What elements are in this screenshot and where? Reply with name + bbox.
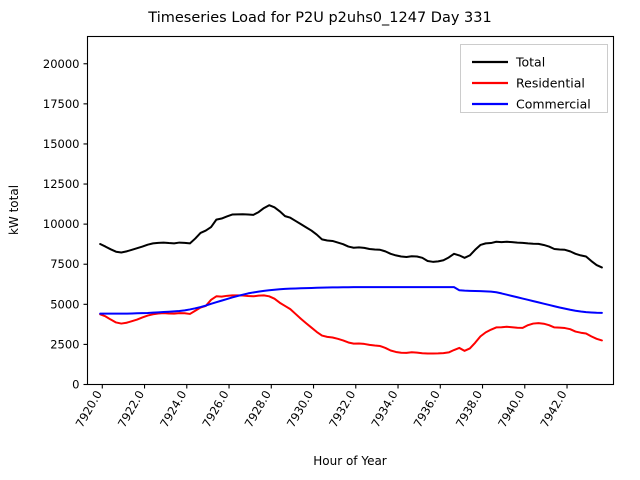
- y-axis-ticks: 0 2500 5000 7500 10000 12500 15000 17500 20000: [43, 57, 88, 392]
- legend-label-residential: Residential: [516, 76, 585, 91]
- x-tick-label: 7940.0: [495, 388, 527, 430]
- data-series-group: [99, 204, 603, 355]
- plot-frame: [86, 35, 615, 386]
- y-tick-label: 17500: [43, 97, 80, 111]
- x-tick-label: 7932.0: [326, 388, 358, 430]
- series-line-commercial: [99, 286, 603, 315]
- x-tick-label: 7922.0: [115, 388, 147, 430]
- x-tick-label: 7938.0: [453, 388, 485, 430]
- legend-box: [460, 44, 608, 113]
- x-axis-label: Hour of Year: [313, 454, 387, 468]
- x-tick-label: 7920.0: [73, 388, 105, 430]
- page-title: Timeseries Load for P2U p2uhs0_1247 Day …: [148, 10, 492, 26]
- x-tick-label: 7930.0: [284, 388, 316, 430]
- x-axis-ticks: 7920.0 7922.0 7924.0 7926.0 7928.0 7930.0 7932…: [73, 384, 570, 430]
- x-tick-label: 7934.0: [368, 388, 400, 430]
- y-tick-label: 0: [72, 378, 79, 392]
- series-line-total: [99, 204, 603, 269]
- x-tick-label: 7924.0: [157, 388, 189, 430]
- series-line-residential: [99, 294, 603, 355]
- y-axis-label: kW total: [7, 185, 21, 235]
- y-tick-label: 15000: [43, 137, 80, 151]
- legend-label-commercial: Commercial: [516, 97, 591, 112]
- legend: Total Residential Commercial: [460, 44, 608, 113]
- y-tick-label: 5000: [50, 297, 79, 311]
- y-tick-label: 20000: [43, 57, 80, 71]
- x-tick-label: 7926.0: [199, 388, 231, 430]
- x-tick-label: 7936.0: [411, 388, 443, 430]
- y-tick-label: 7500: [50, 257, 79, 271]
- x-tick-label: 7928.0: [242, 388, 274, 430]
- legend-label-total: Total: [515, 55, 545, 70]
- y-tick-label: 2500: [50, 337, 79, 351]
- x-tick-label: 7942.0: [537, 388, 569, 430]
- y-tick-label: 12500: [43, 177, 80, 191]
- y-tick-label: 10000: [43, 217, 80, 231]
